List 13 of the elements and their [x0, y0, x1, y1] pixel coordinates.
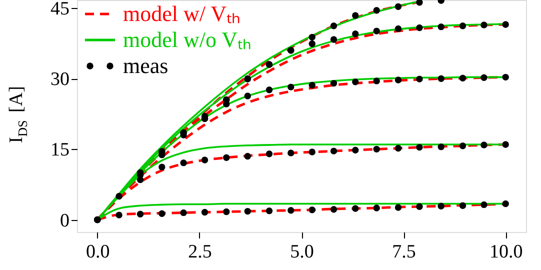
y-axis-title: IDS [A]	[6, 86, 30, 144]
legend-label: meas	[123, 53, 168, 78]
y-tick-label: 15	[50, 140, 70, 161]
y-tick-label: 0	[60, 210, 70, 232]
x-tick-label: 2.5	[188, 242, 212, 262]
legend-label: model w/ Vₜₕ	[123, 1, 240, 26]
y-tick-label: 30	[50, 69, 70, 90]
y-tick-label: 45	[50, 0, 70, 20]
legend-label: model w/o Vₜₕ	[123, 27, 252, 52]
x-tick-label: 10.0	[489, 242, 523, 262]
x-tick-label: 5.0	[290, 242, 314, 262]
x-tick-label: 7.5	[392, 242, 416, 262]
x-tick-label: 0.0	[86, 242, 110, 262]
